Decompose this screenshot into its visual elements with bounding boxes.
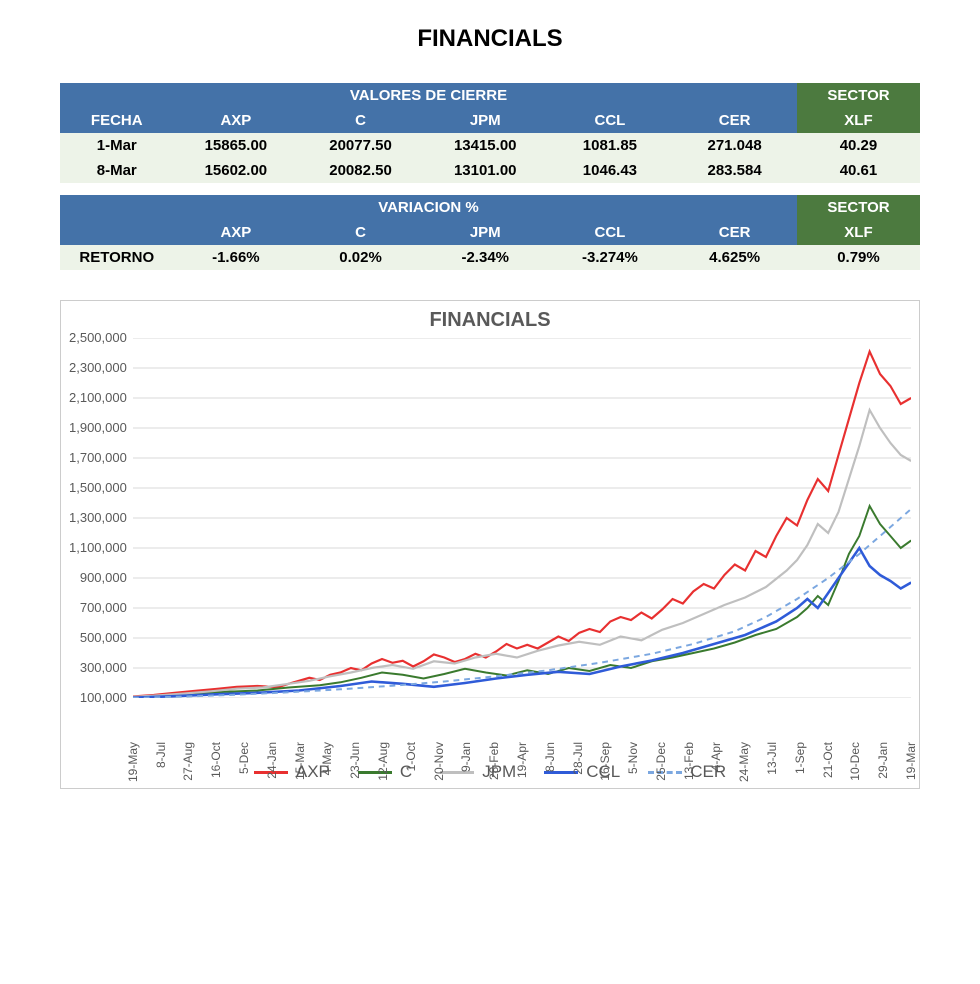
retorno-label: RETORNO	[60, 245, 174, 270]
x-tick: 21-Oct	[821, 742, 835, 778]
table-cell: 1-Mar	[60, 133, 174, 158]
table-cell: 15865.00	[174, 133, 299, 158]
x-tick: 9-Jan	[459, 742, 473, 772]
x-tick: 10-Dec	[848, 742, 862, 781]
series-ccl	[133, 548, 911, 698]
x-tick: 20-Nov	[432, 742, 446, 781]
page-title: FINANCIALS	[20, 25, 960, 53]
x-tick: 16-Oct	[209, 742, 223, 778]
series-cer	[133, 509, 911, 698]
col-blank	[60, 220, 174, 245]
table-cell: -3.274%	[548, 245, 673, 270]
col-ccl-2: CCL	[548, 220, 673, 245]
variacion-header-sector: SECTOR	[797, 195, 920, 220]
series-c	[133, 506, 911, 697]
col-jpm: JPM	[423, 108, 548, 133]
y-axis: 2,500,0002,300,0002,100,0001,900,0001,70…	[69, 338, 133, 698]
spacer	[60, 183, 920, 195]
table-cell: 13415.00	[423, 133, 548, 158]
col-cer: CER	[672, 108, 797, 133]
table-cell: 1081.85	[548, 133, 673, 158]
x-tick: 4-May	[320, 742, 334, 775]
x-tick: 8-Jul	[154, 742, 168, 768]
col-ccl: CCL	[548, 108, 673, 133]
x-tick: 24-Jan	[265, 742, 279, 779]
x-tick: 24-May	[737, 742, 751, 782]
x-tick: 28-Feb	[487, 742, 501, 780]
x-tick: 19-Mar	[904, 742, 918, 780]
col-c-2: C	[298, 220, 423, 245]
table-valores: VALORES DE CIERRE SECTOR FECHA AXP C JPM…	[60, 83, 920, 270]
chart-container: FINANCIALS 2,500,0002,300,0002,100,0001,…	[60, 300, 920, 789]
x-tick: 29-Jan	[876, 742, 890, 779]
x-axis: 19-May8-Jul27-Aug16-Oct5-Dec24-Jan15-Mar…	[133, 700, 911, 756]
col-jpm-2: JPM	[423, 220, 548, 245]
x-tick: 5-Dec	[237, 742, 251, 774]
legend-item-jpm: JPM	[440, 762, 516, 782]
x-tick: 4-Apr	[709, 742, 723, 771]
tables-container: VALORES DE CIERRE SECTOR FECHA AXP C JPM…	[60, 83, 920, 270]
col-fecha: FECHA	[60, 108, 174, 133]
table-cell: 13101.00	[423, 158, 548, 183]
table-cell: 1046.43	[548, 158, 673, 183]
x-tick: 12-Aug	[376, 742, 390, 781]
series-axp	[133, 352, 911, 697]
table-cell: 271.048	[672, 133, 797, 158]
table-cell: 20077.50	[298, 133, 423, 158]
x-tick: 1-Sep	[793, 742, 807, 774]
x-tick: 19-Apr	[515, 742, 529, 778]
series-jpm	[133, 410, 911, 697]
col-cer-2: CER	[672, 220, 797, 245]
x-tick: 13-Jul	[765, 742, 779, 775]
table-cell: 20082.50	[298, 158, 423, 183]
valores-header-sector: SECTOR	[797, 83, 920, 108]
col-axp-2: AXP	[174, 220, 299, 245]
x-tick: 8-Jun	[543, 742, 557, 772]
valores-header-main: VALORES DE CIERRE	[60, 83, 797, 108]
x-tick: 19-May	[126, 742, 140, 782]
table-cell: 0.79%	[797, 245, 920, 270]
x-tick: 13-Feb	[682, 742, 696, 780]
col-xlf: XLF	[797, 108, 920, 133]
variacion-header-main: VARIACION %	[60, 195, 797, 220]
table-cell: 8-Mar	[60, 158, 174, 183]
x-tick: 1-Oct	[404, 742, 418, 771]
table-cell: -2.34%	[423, 245, 548, 270]
table-cell: 4.625%	[672, 245, 797, 270]
table-cell: 15602.00	[174, 158, 299, 183]
col-axp: AXP	[174, 108, 299, 133]
x-tick: 5-Nov	[626, 742, 640, 774]
table-cell: 0.02%	[298, 245, 423, 270]
line-chart	[133, 338, 911, 698]
x-tick: 23-Jun	[348, 742, 362, 779]
x-tick: 27-Aug	[181, 742, 195, 781]
x-tick: 25-Dec	[654, 742, 668, 781]
x-tick: 28-Jul	[571, 742, 585, 775]
table-cell: 40.61	[797, 158, 920, 183]
chart-title: FINANCIALS	[69, 309, 911, 332]
col-c: C	[298, 108, 423, 133]
table-cell: -1.66%	[174, 245, 299, 270]
table-cell: 40.29	[797, 133, 920, 158]
x-tick: 16-Sep	[598, 742, 612, 781]
table-cell: 283.584	[672, 158, 797, 183]
col-xlf-2: XLF	[797, 220, 920, 245]
x-tick: 15-Mar	[293, 742, 307, 780]
